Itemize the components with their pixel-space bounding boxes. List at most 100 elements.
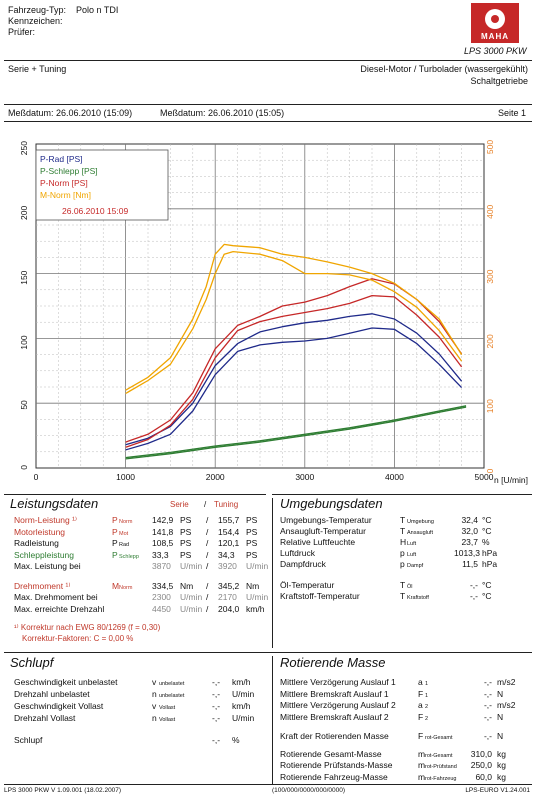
y-tick-label-right: 500 — [485, 140, 495, 154]
symbol: F — [418, 688, 424, 699]
row-unit: N — [497, 688, 504, 699]
row-unit: U/min — [232, 689, 255, 699]
row-unit: kg — [497, 771, 506, 782]
x-tick-label: 5000 — [475, 472, 494, 482]
symbol-subscript: 1 — [425, 681, 429, 687]
row-label: Luftdruck — [280, 548, 315, 558]
legend-entry: P-Norm [PS] — [40, 178, 88, 188]
symbol: a — [418, 700, 423, 710]
separator: / — [206, 561, 209, 571]
tuning-unit: Nm — [246, 580, 260, 591]
chart-ticks: 0 1000 2000 3000 4000 50000501001502002500100… — [19, 140, 495, 482]
tuning-value: 345,2 — [218, 580, 240, 591]
row-label: Umgebungs-Temperatur — [280, 515, 372, 525]
symbol-subscript: Kraftstoff — [407, 595, 429, 601]
y-tick-label-left: 50 — [19, 400, 29, 410]
divider — [4, 104, 532, 105]
tuning-unit: U/min — [246, 592, 269, 602]
series-line — [125, 313, 463, 446]
symbol-subscript: 2 — [425, 704, 429, 710]
serie-unit: U/min — [180, 603, 203, 614]
x-tick-label: 4000 — [385, 472, 404, 482]
symbol-subscript: Norm — [119, 519, 133, 525]
row-unit: kg — [497, 760, 506, 770]
row-label: Öl-Temperatur — [280, 580, 335, 590]
measurement-date-1: Meßdatum: 26.06.2010 (15:09) — [8, 108, 133, 118]
series-line — [125, 406, 467, 460]
row-value: 11,5 — [462, 559, 478, 569]
separator: / — [206, 526, 209, 537]
symbol-subscript: rot-Fahrzeug — [425, 775, 457, 782]
correction-note: ¹⁾ Korrektur nach EWG 80/1269 (f = 0,30) — [14, 623, 161, 632]
gearbox-type: Schaltgetriebe — [470, 76, 528, 86]
serie-unit: U/min — [180, 592, 203, 602]
separator: / — [206, 603, 209, 614]
symbol-subscript: rot-Gesamt — [425, 752, 453, 759]
row-value: -,- — [483, 711, 492, 722]
symbol: m — [418, 760, 426, 770]
separator: / — [206, 580, 209, 591]
serie-unit: PS — [180, 549, 192, 560]
serie-unit: Nm — [180, 580, 194, 591]
series-line — [125, 405, 467, 459]
series-line — [125, 294, 463, 448]
divider — [272, 494, 532, 495]
row-label: Geschwindigkeit unbelastet — [14, 677, 118, 687]
symbol-subscript: Mot — [119, 530, 129, 537]
chart-legend: P-Rad [PS] P-Schlepp [PS] P-Norm [PS] M-Nor… — [35, 149, 169, 221]
legend-entry: P-Rad [PS] — [40, 154, 83, 164]
row-unit: hPa — [482, 548, 498, 558]
row-label: Motorleistung — [14, 526, 66, 537]
row-label: Mittlere Bremskraft Auslauf 2 — [280, 711, 389, 722]
row-value: -,- — [483, 677, 492, 687]
vehicle-type-label: Fahrzeug-Typ: — [8, 5, 67, 15]
series-line — [125, 250, 463, 395]
y-tick-label-right: 200 — [485, 334, 495, 348]
leistung-title: Leistungsdaten — [10, 496, 99, 511]
symbol-subscript: Vollast — [159, 717, 176, 723]
symbol-subscript: 1 — [425, 692, 429, 699]
y-tick-label-left: 200 — [19, 206, 29, 220]
tuning-unit: km/h — [246, 603, 265, 614]
symbol-subscript: 2 — [425, 715, 429, 722]
row-unit: hPa — [482, 559, 498, 569]
symbol-subscript: Dampf — [407, 563, 424, 569]
symbol-subscript: Vollast — [159, 705, 176, 711]
row-label: Drehzahl Vollast — [14, 713, 76, 723]
symbol: n — [152, 713, 157, 723]
row-unit: U/min — [232, 713, 255, 723]
serie-unit: PS — [180, 515, 192, 525]
row-label: Max. erreichte Drehzahl — [14, 603, 105, 614]
row-label: Schlupf — [14, 735, 43, 745]
footer-code: (100/000/0000/000/0000) — [272, 787, 346, 794]
row-unit: km/h — [232, 677, 251, 687]
symbol: T — [400, 526, 406, 536]
row-unit: N — [497, 711, 504, 722]
symbol-subscript: Ansaugluft — [407, 530, 433, 536]
row-label: Mittlere Bremskraft Auslauf 1 — [280, 688, 389, 699]
row-label: Drehzahl unbelastet — [14, 689, 90, 699]
symbol: P — [112, 526, 118, 537]
symbol-subscript: Norm — [119, 584, 133, 591]
y-tick-label-left: 250 — [19, 141, 29, 155]
logo-text: MAHA — [481, 32, 509, 41]
symbol-subscript: Rad — [119, 542, 130, 548]
divider — [4, 784, 532, 785]
row-label: Rotierende Prüfstands-Masse — [280, 760, 393, 770]
dyno-chart: 0 1000 2000 3000 4000 50000501001502002500100… — [19, 140, 528, 485]
row-unit: °C — [482, 526, 492, 536]
symbol: P — [112, 515, 118, 525]
row-unit: kg — [497, 748, 506, 759]
maha-logo: MAHA — [471, 3, 519, 43]
tuning-value: 204,0 — [218, 603, 240, 614]
tuning-unit: PS — [246, 526, 258, 537]
legend-date: 26.06.2010 15:09 — [62, 206, 128, 216]
divider — [4, 121, 532, 122]
row-value: -,- — [483, 731, 492, 741]
col-serie: Serie — [170, 500, 189, 509]
y-tick-label-right: 100 — [485, 399, 495, 413]
row-label: Kraftstoff-Temperatur — [280, 591, 360, 601]
symbol: P — [112, 538, 118, 548]
symbol: F — [418, 711, 424, 722]
tuning-value: 2170 — [218, 592, 237, 602]
